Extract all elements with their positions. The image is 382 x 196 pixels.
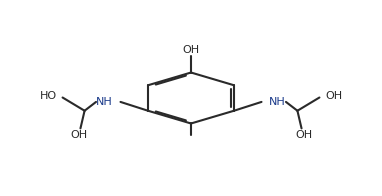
Text: HO: HO [39, 91, 57, 101]
Text: OH: OH [325, 91, 343, 101]
Text: OH: OH [70, 130, 87, 140]
Text: NH: NH [269, 97, 286, 107]
Text: OH: OH [183, 44, 199, 55]
Text: OH: OH [295, 130, 312, 140]
Text: NH: NH [96, 97, 113, 107]
